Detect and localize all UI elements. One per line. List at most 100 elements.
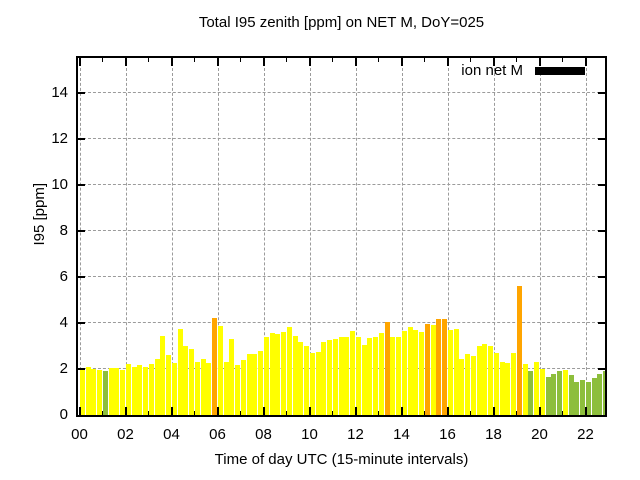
x-tick-label: 10 [301, 426, 318, 443]
y-tick-mark [78, 137, 85, 140]
x-tick-mark [124, 407, 127, 415]
bar [367, 337, 373, 415]
x-gridline [309, 58, 311, 415]
y-tick-mark [78, 321, 85, 324]
x-minor-tick-mark [194, 411, 195, 415]
bar [419, 332, 425, 415]
bar [482, 343, 488, 415]
bar [327, 340, 333, 415]
bar [206, 363, 212, 415]
x-tick-mark [78, 407, 81, 415]
bar [240, 359, 246, 415]
x-minor-tick-mark [562, 58, 563, 62]
y-tick-mark [78, 91, 85, 94]
x-minor-tick-mark [562, 411, 563, 415]
bar [557, 371, 563, 415]
bar [229, 339, 235, 415]
x-gridline [125, 58, 127, 415]
bar [562, 370, 568, 415]
y-tick-label: 12 [51, 129, 68, 147]
x-tick-mark [400, 58, 403, 66]
x-minor-tick-mark [148, 411, 149, 415]
bar [108, 367, 114, 415]
bar [321, 342, 327, 415]
x-tick-mark [170, 58, 173, 66]
y-tick-mark [598, 183, 605, 186]
x-gridline [447, 58, 449, 415]
x-axis-label: Time of day UTC (15-minute intervals) [214, 451, 469, 468]
bar [591, 378, 597, 415]
x-tick-mark [262, 407, 265, 415]
bar [292, 335, 298, 415]
bar [97, 370, 103, 415]
bar [269, 333, 275, 415]
bar [160, 335, 166, 415]
bar [298, 342, 304, 415]
bar [217, 326, 223, 415]
bar [120, 370, 126, 415]
bar [125, 364, 131, 415]
bar [574, 381, 580, 415]
bar [413, 329, 419, 415]
x-minor-tick-mark [516, 58, 517, 62]
bar [275, 334, 281, 415]
x-tick-mark [354, 407, 357, 415]
x-gridline [263, 58, 265, 415]
y-tick-label: 6 [59, 267, 68, 285]
bar [332, 339, 338, 415]
bar [102, 370, 108, 415]
bar [396, 336, 402, 415]
x-tick-mark [308, 407, 311, 415]
x-gridline [355, 58, 357, 415]
bar [568, 374, 574, 415]
bar [516, 286, 522, 415]
x-tick-mark [216, 407, 219, 415]
bar [143, 366, 149, 415]
bar [344, 336, 350, 415]
bar [488, 345, 494, 415]
bar [493, 352, 499, 415]
x-tick-label: 06 [209, 426, 226, 443]
x-tick-mark [262, 58, 265, 66]
chart-title: Total I95 zenith [ppm] on NET M, DoY=025 [198, 14, 485, 31]
bar [189, 349, 195, 415]
bar [309, 352, 315, 415]
y-tick-mark [598, 367, 605, 370]
x-gridline [217, 58, 219, 415]
x-minor-tick-mark [102, 411, 103, 415]
plot-area: ion net M [76, 56, 607, 417]
bar [304, 345, 310, 415]
y-tick-mark [598, 91, 605, 94]
bar [476, 345, 482, 415]
bar [378, 333, 384, 415]
bar [281, 332, 287, 415]
y-gridline [78, 183, 605, 185]
x-minor-tick-mark [470, 58, 471, 62]
y-tick-label: 10 [51, 175, 68, 193]
x-tick-mark [584, 58, 587, 66]
bar [499, 362, 505, 415]
x-tick-mark [446, 407, 449, 415]
bar [424, 324, 430, 415]
bar [534, 362, 540, 415]
y-tick-mark [78, 183, 85, 186]
y-gridline [78, 91, 605, 93]
bar [171, 363, 177, 415]
bar [315, 351, 321, 415]
y-tick-mark [78, 275, 85, 278]
x-minor-tick-mark [240, 411, 241, 415]
bar [148, 364, 154, 415]
bar [522, 364, 528, 415]
y-gridline [78, 229, 605, 231]
x-tick-mark [538, 58, 541, 66]
x-tick-mark [538, 407, 541, 415]
bar [166, 355, 172, 415]
bar [154, 358, 160, 415]
bar [373, 336, 379, 415]
bar [465, 353, 471, 415]
bar [91, 368, 97, 415]
bar [401, 330, 407, 415]
y-tick-label: 14 [51, 83, 68, 101]
bar [246, 353, 252, 415]
bar [235, 365, 241, 415]
